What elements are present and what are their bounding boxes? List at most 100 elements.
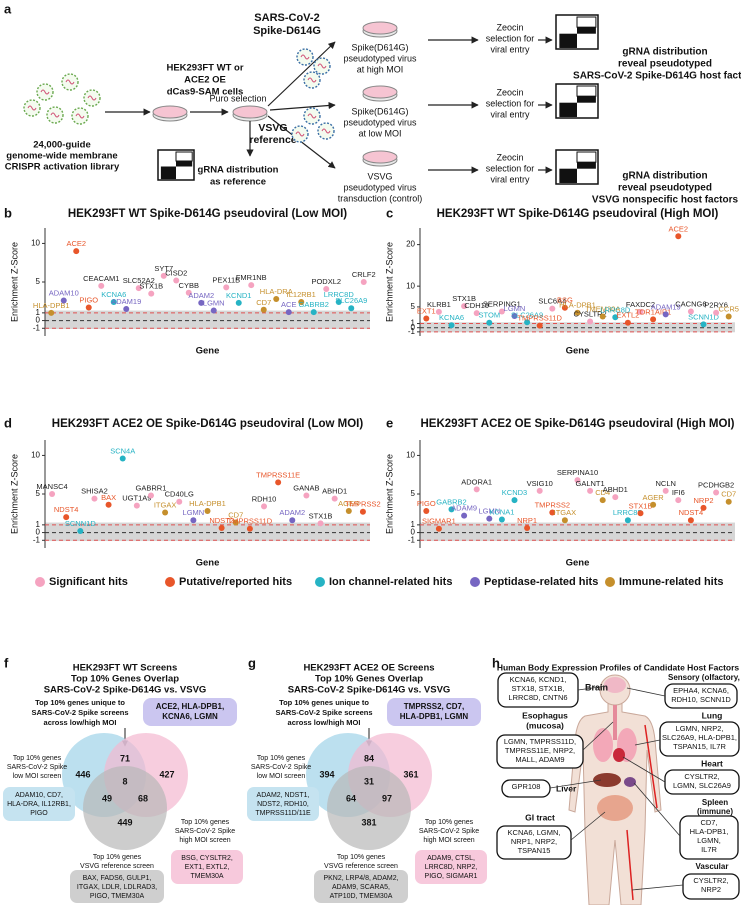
connector	[626, 687, 666, 697]
panel-label: d	[4, 415, 12, 430]
gene-label: RDH10	[252, 494, 277, 503]
hit-point	[587, 318, 594, 325]
hit-point	[246, 525, 253, 532]
hit-point	[303, 492, 310, 499]
venn-count: 68	[138, 793, 148, 803]
label: PIGO, TMEM30A	[90, 893, 145, 900]
hit-point	[323, 285, 330, 292]
y-axis-label: Enrichment Z-Score	[384, 242, 394, 322]
chart-title: HEK293FT WT Spike-D614G pseudoviral (Hig…	[437, 208, 719, 220]
grna-icon	[559, 102, 577, 117]
panel-label: g	[248, 655, 256, 670]
hit-point	[105, 501, 112, 508]
legend-label: Significant hits	[49, 576, 128, 588]
hit-point	[536, 322, 543, 329]
virus-rna	[87, 95, 97, 101]
gene-box	[314, 870, 408, 903]
label: pseudotyped virus	[343, 182, 417, 192]
gene-label: SCNN1D	[65, 519, 96, 528]
y-axis-label: Enrichment Z-Score	[9, 454, 19, 534]
label: Lung	[702, 710, 723, 720]
gene-box	[143, 698, 237, 726]
hit-point	[599, 497, 606, 504]
label: viral entry	[490, 44, 530, 54]
grna-icon	[577, 161, 596, 169]
gene-label: SYT7	[154, 264, 173, 273]
y-tick-label: 0	[36, 316, 41, 325]
hit-point	[675, 497, 682, 504]
hit-point	[148, 290, 155, 297]
y-tick-label: 5	[36, 489, 41, 498]
label: across low/high MOI	[288, 718, 361, 727]
label: MALL, ADAM9	[515, 755, 564, 764]
hit-point	[435, 308, 442, 315]
label: RDH10, SCNN1D	[671, 695, 731, 704]
legend-swatch	[165, 577, 175, 587]
gene-label: KCNA1	[489, 507, 514, 516]
legend-label: Immune-related hits	[619, 576, 724, 588]
label: pseudotyped virus	[343, 117, 417, 127]
connector	[622, 756, 666, 783]
label: LRRC8D, CNTN6	[508, 693, 567, 702]
gene-box	[415, 850, 487, 884]
label: Top 10% genes	[257, 755, 306, 762]
gene-label: ADAM19	[111, 297, 141, 306]
hit-point	[232, 519, 239, 526]
hit-point	[223, 284, 230, 291]
y-tick-label: 1	[411, 520, 416, 529]
virus-rna	[27, 105, 37, 111]
virus-rna	[300, 54, 310, 60]
label: gRNA distribution	[622, 47, 707, 58]
venn-circle	[327, 766, 411, 850]
label: across low/high MOI	[44, 718, 117, 727]
label: NRP2	[701, 885, 721, 894]
label: viral entry	[490, 109, 530, 119]
label: BSG, CYSLTR2,	[181, 855, 233, 862]
hit-point	[48, 309, 55, 316]
gene-label: LGMN	[504, 304, 526, 313]
x-axis-label: Gene	[566, 558, 590, 569]
gene-label: ACE	[281, 300, 296, 309]
venn-count: 427	[159, 769, 174, 779]
gene-label: TMPRSS11D	[517, 314, 562, 323]
panel-label: h	[492, 655, 500, 670]
gene-label: GABRB2	[436, 497, 466, 506]
gene-label: BAX	[101, 493, 116, 502]
gene-label: HLA-DPB1	[33, 301, 70, 310]
hit-point	[317, 520, 324, 527]
hit-point	[248, 282, 255, 289]
connector	[582, 721, 614, 751]
gene-label: P2RY6	[704, 301, 728, 310]
hit-point	[650, 316, 657, 323]
hit-point	[713, 309, 720, 316]
y-axis-label: Enrichment Z-Score	[9, 242, 19, 322]
gene-label: NCLN	[655, 479, 675, 488]
hit-point	[210, 307, 217, 314]
hit-point	[85, 304, 92, 311]
venn-count: 64	[346, 793, 356, 803]
hit-point	[49, 491, 56, 497]
hit-point	[574, 309, 581, 316]
hit-point	[473, 310, 480, 317]
gene-label: SLC52A2	[123, 276, 155, 285]
y-tick-label: 0	[411, 528, 416, 537]
gene-box	[247, 787, 319, 821]
hit-point	[561, 304, 568, 311]
gene-box	[387, 698, 481, 726]
label: LGMN,	[697, 836, 721, 845]
gene-label: CEACAM1	[83, 274, 119, 283]
venn-title: Top 10% Genes Overlap	[315, 674, 423, 685]
gene-label: ADAM2	[188, 291, 214, 300]
hit-point	[275, 479, 282, 486]
virus-rna	[295, 131, 305, 137]
hit-point	[190, 517, 197, 524]
label: Esophagus	[522, 710, 568, 720]
hit-point	[77, 528, 84, 535]
label: VSVG	[367, 171, 392, 181]
panel-label: c	[386, 205, 393, 220]
gene-label: ADAM10	[49, 288, 79, 297]
label: KCNA6, KCND1,	[510, 675, 567, 684]
label: KCNA6, LGMN,	[508, 828, 561, 837]
hit-point	[713, 489, 720, 496]
hit-point	[360, 279, 367, 285]
